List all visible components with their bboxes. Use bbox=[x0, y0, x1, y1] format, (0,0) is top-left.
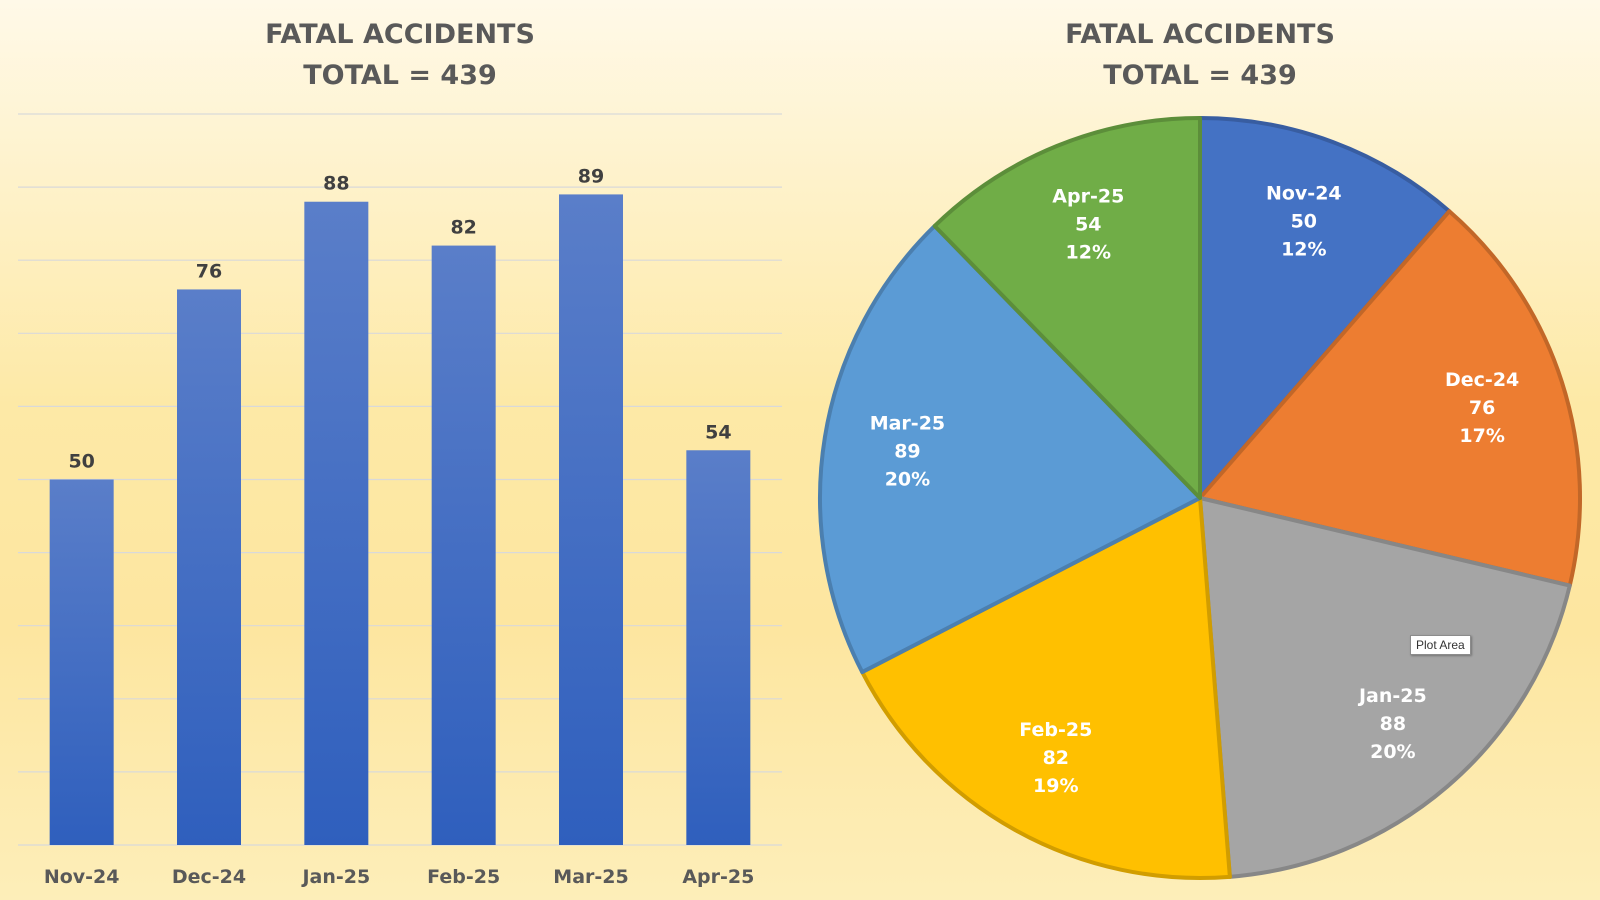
pie-slice-label-label: Dec-24 bbox=[1445, 369, 1519, 391]
pie-slice-percent-label: 20% bbox=[885, 468, 930, 490]
pie-slice-label-label: Mar-25 bbox=[870, 412, 945, 434]
bar-chart-gridlines bbox=[18, 113, 782, 846]
bar-value-label: 50 bbox=[68, 451, 94, 473]
x-tick-label: Jan-25 bbox=[300, 866, 370, 888]
x-tick-label: Feb-25 bbox=[427, 866, 500, 888]
bar-Apr-25[interactable] bbox=[686, 450, 751, 845]
pie-slice-value-label: 89 bbox=[894, 440, 920, 462]
x-tick-label: Dec-24 bbox=[172, 866, 246, 888]
bar-chart-title: FATAL ACCIDENTS TOTAL = 439 bbox=[0, 14, 800, 96]
pie-slice-Dec-24[interactable] bbox=[1198, 209, 1582, 588]
pie-slice-label-label: Nov-24 bbox=[1266, 182, 1342, 204]
bar-chart-bars: 50 Nov-24 76 Dec-24 88 Jan-25 82 Feb-25 89 Mar-25… bbox=[44, 165, 755, 888]
pie-slice-percent-label: 17% bbox=[1459, 425, 1504, 447]
bar-value-label: 76 bbox=[196, 260, 222, 282]
bar-Feb-25[interactable] bbox=[431, 245, 496, 845]
pie-slice-label-label: Feb-25 bbox=[1019, 719, 1092, 741]
bar-value-label: 88 bbox=[323, 173, 349, 195]
pie-chart-subtitle: TOTAL = 439 bbox=[1103, 60, 1297, 91]
bar-Jan-25[interactable] bbox=[304, 201, 369, 846]
bar-value-label: 82 bbox=[450, 217, 476, 239]
pie-slice-Jan-25[interactable] bbox=[1198, 496, 1572, 879]
pie-slice-Feb-25[interactable] bbox=[860, 496, 1232, 880]
bar-Mar-25[interactable] bbox=[559, 194, 623, 845]
bar-chart-title-line: FATAL ACCIDENTS bbox=[265, 19, 535, 50]
pie-slice-value-label: 76 bbox=[1469, 397, 1495, 419]
pie-slice-Mar-25[interactable] bbox=[818, 223, 1202, 675]
bar-Dec-24[interactable] bbox=[177, 289, 241, 845]
plot-area-tooltip: Plot Area bbox=[1410, 635, 1471, 655]
pie-slice-label-label: Jan-25 bbox=[1357, 685, 1427, 707]
pie-chart-slices: Nov-24 50 12% Dec-24 76 17% Jan-25 88 20% Feb-25 8… bbox=[818, 116, 1582, 880]
bar-chart-subtitle: TOTAL = 439 bbox=[303, 60, 497, 91]
x-tick-label: Nov-24 bbox=[44, 866, 120, 888]
pie-slice-percent-label: 19% bbox=[1033, 775, 1078, 797]
x-tick-label: Mar-25 bbox=[553, 866, 628, 888]
bar-value-label: 54 bbox=[705, 421, 731, 443]
pie-slice-Nov-24[interactable] bbox=[1198, 116, 1452, 500]
pie-slice-percent-label: 12% bbox=[1066, 241, 1111, 263]
pie-slice-value-label: 50 bbox=[1291, 210, 1317, 232]
pie-chart-title-line: FATAL ACCIDENTS bbox=[1065, 19, 1335, 50]
pie-slice-label-label: Apr-25 bbox=[1052, 185, 1124, 207]
pie-slice-value-label: 82 bbox=[1043, 747, 1069, 769]
bar-value-label: 89 bbox=[578, 165, 604, 187]
pie-slice-percent-label: 12% bbox=[1281, 238, 1326, 260]
x-tick-label: Apr-25 bbox=[682, 866, 754, 888]
pie-slice-value-label: 54 bbox=[1075, 213, 1101, 235]
pie-slice-percent-label: 20% bbox=[1370, 741, 1415, 763]
pie-slice-value-label: 88 bbox=[1380, 713, 1406, 735]
pie-chart-title: FATAL ACCIDENTS TOTAL = 439 bbox=[800, 14, 1600, 96]
pie-slice-Apr-25[interactable] bbox=[932, 116, 1202, 500]
bar-Nov-24[interactable] bbox=[49, 479, 114, 846]
